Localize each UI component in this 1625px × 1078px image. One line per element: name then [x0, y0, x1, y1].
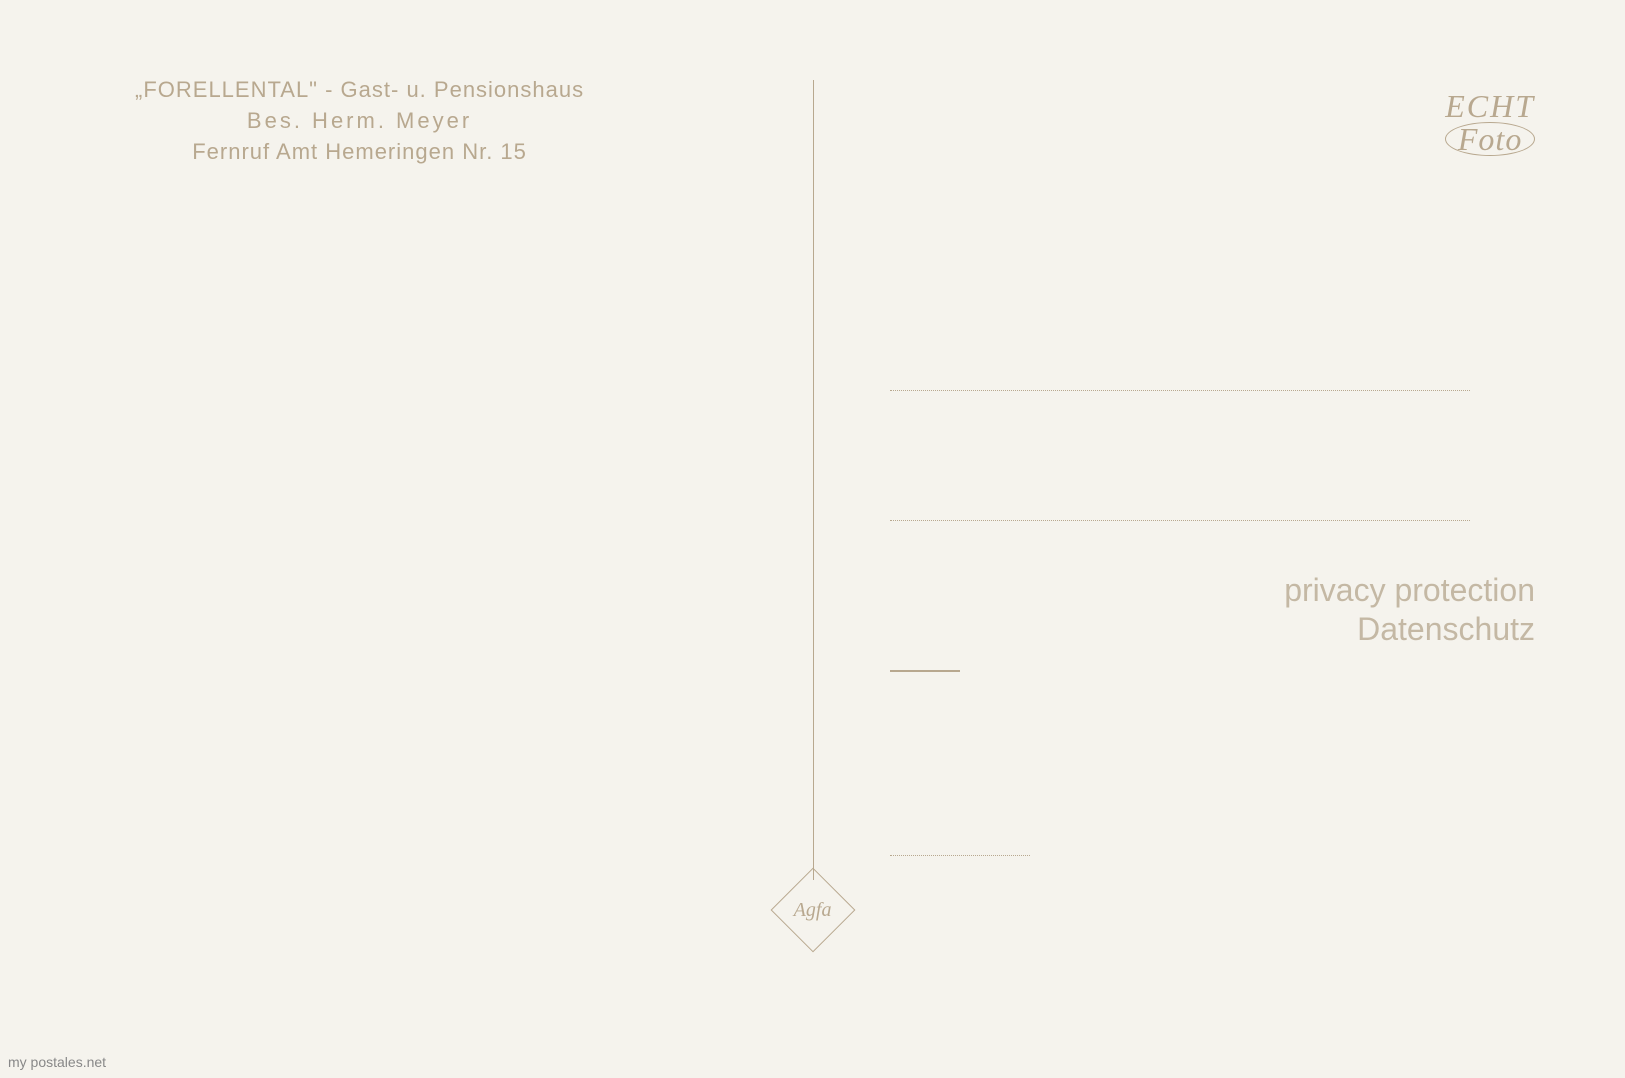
postcard-back: „FORELLENTAL" - Gast- u. Pensionshaus Be…: [0, 0, 1625, 1078]
address-line-1: [890, 390, 1470, 391]
agfa-brand-text: Agfa: [794, 899, 832, 922]
agfa-logo: Agfa: [783, 880, 843, 940]
phone-info: Fernruf Amt Hemeringen Nr. 15: [135, 137, 584, 168]
address-line-4: [890, 855, 1030, 856]
establishment-name: „FORELLENTAL" - Gast- u. Pensionshaus: [135, 75, 584, 106]
watermark-english: privacy protection: [1284, 571, 1535, 609]
agfa-diamond-border: Agfa: [770, 868, 855, 953]
echt-foto-logo: ECHT Foto: [1445, 90, 1535, 156]
foto-text: Foto: [1445, 122, 1535, 156]
postcard-divider: [813, 80, 814, 880]
site-watermark: my postales.net: [8, 1054, 106, 1070]
address-line-3: [890, 670, 960, 672]
echt-text: ECHT: [1445, 90, 1535, 122]
sender-info: „FORELLENTAL" - Gast- u. Pensionshaus Be…: [135, 75, 584, 167]
watermark-german: Datenschutz: [1284, 610, 1535, 648]
owner-name: Bes. Herm. Meyer: [135, 106, 584, 137]
address-line-2: [890, 520, 1470, 521]
privacy-watermark: privacy protection Datenschutz: [1284, 571, 1535, 648]
